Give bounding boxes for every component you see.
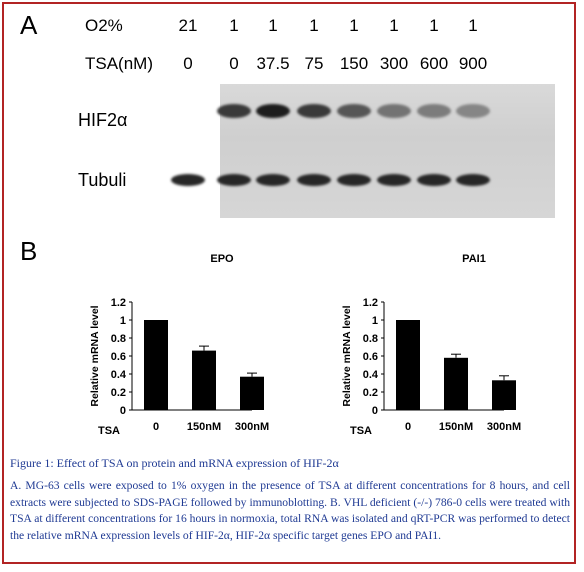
tsa-value-3: 75: [304, 54, 324, 73]
epo-chart: EPO Relative mRNA level 0 0.2 0.4 0.6 0.8 1 1.2 0…: [89, 253, 269, 437]
tubulin-band-6: [417, 174, 451, 186]
o2-value-0: 21: [178, 16, 198, 35]
o2-value-2: 1: [268, 16, 278, 35]
pai1-ytick-label-6: 1.2: [363, 297, 378, 309]
epo-ylabel: Relative mRNA level: [89, 305, 101, 406]
tubulin-band-2: [256, 174, 290, 186]
panel-a-letter: A: [20, 10, 38, 40]
tubulin-band-7: [456, 174, 490, 186]
tsa-value-5: 300: [379, 54, 409, 73]
pai1-ylabel: Relative mRNA level: [341, 305, 353, 406]
hif2a-band-1: [217, 104, 251, 118]
pai1-title: PAI1: [462, 253, 486, 265]
figure-frame: [2, 2, 576, 564]
hif2a-band-6: [417, 104, 451, 118]
tsa-value-0: 0: [183, 54, 193, 73]
epo-bar-1: [192, 350, 216, 410]
epo-ytick-label-5: 1: [120, 315, 126, 327]
tsa-value-2: 37.5: [256, 54, 290, 73]
caption-body: A. MG-63 cells were exposed to 1% oxygen…: [10, 479, 570, 542]
hif2a-band-3: [297, 104, 331, 118]
o2-value-4: 1: [349, 16, 359, 35]
pai1-bar-0: [396, 320, 420, 410]
epo-xtick-label-1: 150nM: [187, 421, 221, 433]
pai1-ytick-label-5: 1: [372, 315, 378, 327]
hif2a-band-7: [456, 104, 490, 118]
pai1-xaxis-prefix: TSA: [350, 425, 372, 437]
epo-ytick-label-4: 0.8: [111, 333, 126, 345]
epo-ytick-label-1: 0.2: [111, 387, 126, 399]
epo-xaxis-prefix: TSA: [98, 425, 120, 437]
tsa-value-1: 0: [229, 54, 239, 73]
epo-title: EPO: [210, 253, 234, 265]
tubulin-band-0: [171, 174, 205, 186]
o2-label: O2%: [85, 16, 123, 35]
o2-value-3: 1: [309, 16, 319, 35]
epo-bar-0: [144, 320, 168, 410]
tubulin-band-5: [377, 174, 411, 186]
o2-value-6: 1: [429, 16, 439, 35]
o2-value-5: 1: [389, 16, 399, 35]
hif2a-band-4: [337, 104, 371, 118]
pai1-ytick-label-2: 0.4: [363, 369, 379, 381]
tubulin-band-3: [297, 174, 331, 186]
pai1-xtick-label-0: 0: [405, 421, 411, 433]
tubulin-band-1: [217, 174, 251, 186]
o2-value-7: 1: [468, 16, 478, 35]
hif2a-label: HIF2α: [78, 110, 128, 130]
tsa-value-6: 600: [419, 54, 449, 73]
pai1-xtick-label-1: 150nM: [439, 421, 473, 433]
pai1-xtick-label-2: 300nM: [487, 421, 521, 433]
hif2a-band-2: [256, 104, 290, 118]
epo-ytick-label-3: 0.6: [111, 351, 126, 363]
pai1-bar-1: [444, 357, 468, 410]
pai1-chart: PAI1 Relative mRNA level 0 0.2 0.4 0.6 0.8 1 1.2…: [341, 253, 521, 437]
epo-bar-2: [240, 376, 264, 410]
tubulin-band-4: [337, 174, 371, 186]
pai1-ytick-label-1: 0.2: [363, 387, 378, 399]
pai1-ytick-label-4: 0.8: [363, 333, 378, 345]
tsa-value-4: 150: [339, 54, 369, 73]
epo-ytick-label-6: 1.2: [111, 297, 126, 309]
pai1-ytick-label-0: 0: [372, 405, 378, 417]
tubulin-label: Tubuli: [78, 170, 127, 190]
pai1-ytick-label-3: 0.6: [363, 351, 378, 363]
caption-title: Figure 1: Effect of TSA on protein and m…: [10, 456, 339, 470]
epo-xtick-label-2: 300nM: [235, 421, 269, 433]
western-blot: [171, 84, 555, 218]
epo-ytick-label-0: 0: [120, 405, 126, 417]
tsa-label: TSA(nM): [85, 54, 153, 73]
hif2a-band-5: [377, 104, 411, 118]
tsa-value-7: 900: [458, 54, 488, 73]
epo-ytick-label-2: 0.4: [111, 369, 127, 381]
panel-b-letter: B: [20, 236, 38, 266]
epo-xtick-label-0: 0: [153, 421, 159, 433]
pai1-bar-2: [492, 380, 516, 410]
o2-value-1: 1: [229, 16, 239, 35]
